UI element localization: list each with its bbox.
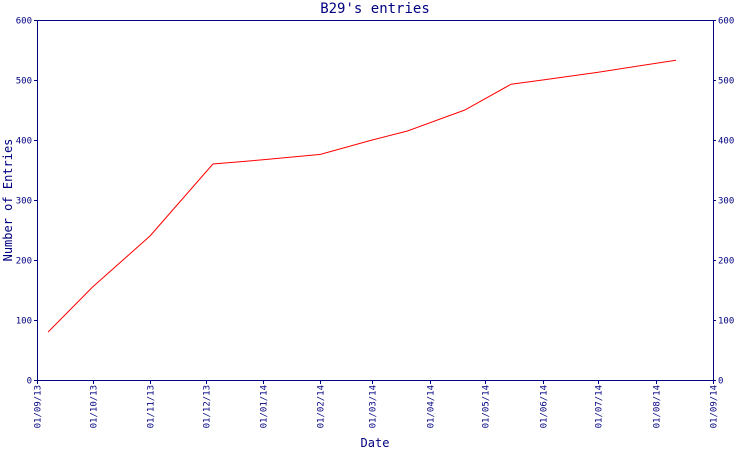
y-tick-label-left: 500 [16,77,32,87]
x-tick-label: 01/08/14 [653,385,663,428]
plot-area-frame [37,20,714,381]
x-tick-label: 01/09/13 [34,385,44,428]
x-axis: 01/09/13 01/10/13 01/11/13 01/12/13 01/01/14… [34,380,720,428]
y-tick-label-left: 600 [16,17,32,27]
y-tick-label-right: 100 [718,317,734,327]
x-tick-label: 01/03/14 [369,385,379,428]
x-tick-label: 01/11/13 [147,385,157,428]
y-tick-label-left: 300 [16,197,32,207]
y-tick-label-left: 0 [27,377,32,387]
y-tick-label-left: 100 [16,317,32,327]
x-tick-label: 01/05/14 [482,385,492,428]
x-axis-label: Date [361,436,390,450]
chart-title: B29's entries [320,1,430,17]
y-axis-right: 0 100 200 300 400 500 600 [713,17,734,387]
series-line [47,59,677,333]
y-axis-left: 0 100 200 300 400 500 600 [16,17,37,387]
y-tick-label-right: 400 [718,137,734,147]
y-tick-label-right: 300 [718,197,734,207]
x-tick-label: 01/01/14 [260,385,270,428]
y-tick-label-left: 200 [16,257,32,267]
x-tick-label: 01/02/14 [317,385,327,428]
y-axis-label: Number of Entries [1,139,15,262]
y-tick-label-right: 600 [718,17,734,27]
y-tick-label-right: 0 [718,377,723,387]
y-tick-label-right: 200 [718,257,734,267]
x-tick-label: 01/09/14 [710,385,720,428]
x-tick-label: 01/04/14 [427,385,437,428]
x-tick-label: 01/06/14 [540,385,550,428]
y-tick-label-left: 400 [16,137,32,147]
x-tick-label: 01/12/13 [203,385,213,428]
y-tick-label-right: 500 [718,77,734,87]
x-tick-label: 01/07/14 [595,385,605,428]
x-tick-label: 01/10/13 [90,385,100,428]
